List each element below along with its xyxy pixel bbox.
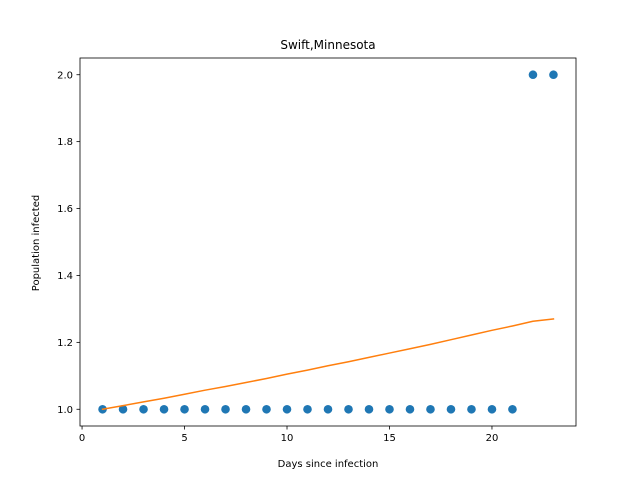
- data-point: [262, 404, 271, 414]
- data-point: [139, 404, 148, 414]
- data-point: [528, 70, 538, 80]
- data-point: [549, 70, 558, 80]
- data-point: [159, 404, 169, 414]
- data-point: [487, 404, 497, 414]
- chart-title: Swift,Minnesota: [280, 38, 375, 52]
- x-tick-label: 15: [383, 433, 396, 444]
- data-point: [221, 404, 230, 414]
- y-tick-label: 1.4: [57, 271, 73, 282]
- y-tick-label: 1.2: [57, 338, 73, 349]
- data-point: [180, 404, 189, 414]
- data-point: [385, 404, 394, 414]
- data-point: [426, 404, 435, 414]
- y-tick-label: 1.8: [57, 137, 73, 148]
- y-axis-label: Population infected: [31, 195, 42, 291]
- data-point: [323, 404, 333, 414]
- data-point: [364, 404, 374, 414]
- x-tick-label: 5: [181, 433, 187, 444]
- data-point: [467, 404, 476, 414]
- data-point: [303, 404, 312, 414]
- data-point: [282, 404, 292, 414]
- y-tick-label: 2.0: [57, 70, 73, 81]
- x-tick-label: 20: [486, 433, 499, 444]
- data-point: [118, 404, 128, 414]
- data-point: [200, 404, 210, 414]
- x-tick-label: 10: [281, 433, 294, 444]
- data-point: [344, 404, 353, 414]
- x-axis-label: Days since infection: [278, 459, 379, 470]
- data-point: [241, 404, 251, 414]
- data-point: [508, 404, 517, 414]
- plot-frame: [79, 57, 577, 427]
- data-point: [446, 404, 456, 414]
- fit-line: [101, 318, 555, 411]
- y-tick-label: 1.6: [57, 204, 73, 215]
- data-point: [405, 404, 415, 414]
- x-tick-label: 0: [79, 433, 85, 444]
- y-tick-label: 1.0: [57, 405, 73, 416]
